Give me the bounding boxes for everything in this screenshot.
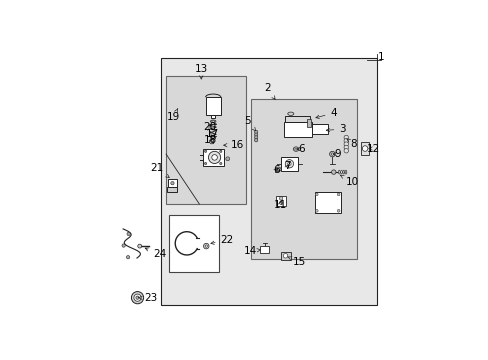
Text: 1: 1 bbox=[377, 52, 384, 62]
Text: 7: 7 bbox=[284, 161, 290, 171]
Text: 21: 21 bbox=[150, 163, 169, 177]
Circle shape bbox=[170, 181, 174, 185]
Ellipse shape bbox=[345, 170, 346, 174]
Circle shape bbox=[344, 142, 348, 146]
Text: 20: 20 bbox=[203, 122, 216, 132]
Ellipse shape bbox=[210, 120, 216, 123]
Bar bbox=[311, 124, 327, 134]
Circle shape bbox=[362, 146, 367, 151]
Ellipse shape bbox=[338, 170, 340, 174]
Circle shape bbox=[283, 253, 287, 258]
Ellipse shape bbox=[211, 121, 214, 122]
Ellipse shape bbox=[340, 170, 342, 174]
Circle shape bbox=[209, 139, 214, 144]
Ellipse shape bbox=[210, 137, 215, 139]
Circle shape bbox=[337, 210, 339, 212]
Circle shape bbox=[344, 135, 348, 140]
Circle shape bbox=[204, 150, 206, 152]
Text: 14: 14 bbox=[243, 246, 260, 256]
Ellipse shape bbox=[277, 168, 279, 170]
Text: 24: 24 bbox=[145, 248, 166, 260]
Circle shape bbox=[254, 130, 257, 134]
Circle shape bbox=[344, 149, 348, 153]
Circle shape bbox=[315, 210, 318, 212]
Circle shape bbox=[287, 162, 290, 166]
Circle shape bbox=[331, 170, 335, 174]
Bar bbox=[168, 179, 176, 187]
Circle shape bbox=[134, 294, 141, 301]
Text: 23: 23 bbox=[138, 293, 157, 303]
Bar bbox=[203, 149, 223, 166]
Circle shape bbox=[219, 150, 222, 152]
Circle shape bbox=[315, 193, 318, 196]
Text: 17: 17 bbox=[205, 129, 219, 139]
Circle shape bbox=[219, 162, 222, 165]
Bar bbox=[168, 215, 218, 272]
Circle shape bbox=[329, 151, 334, 157]
Circle shape bbox=[344, 145, 348, 150]
Text: 12: 12 bbox=[366, 144, 380, 153]
Circle shape bbox=[330, 153, 333, 155]
Circle shape bbox=[254, 136, 257, 139]
Bar bbox=[285, 116, 309, 122]
Circle shape bbox=[126, 256, 129, 259]
Circle shape bbox=[337, 193, 339, 196]
Circle shape bbox=[138, 244, 142, 248]
Text: 2: 2 bbox=[264, 83, 275, 99]
Text: 19: 19 bbox=[166, 109, 180, 122]
Bar bbox=[260, 246, 269, 253]
Ellipse shape bbox=[275, 167, 281, 172]
Circle shape bbox=[279, 197, 282, 200]
Text: 10: 10 bbox=[340, 175, 358, 187]
Bar bbox=[250, 99, 357, 260]
Circle shape bbox=[211, 155, 217, 160]
Circle shape bbox=[122, 244, 125, 247]
Text: 4: 4 bbox=[315, 108, 336, 118]
Bar bbox=[307, 119, 310, 127]
Ellipse shape bbox=[287, 112, 293, 116]
Text: 15: 15 bbox=[287, 257, 305, 267]
Ellipse shape bbox=[294, 148, 297, 150]
Circle shape bbox=[205, 245, 207, 247]
Circle shape bbox=[279, 201, 282, 204]
Text: 13: 13 bbox=[194, 64, 207, 79]
Text: 5: 5 bbox=[244, 116, 255, 131]
Circle shape bbox=[285, 159, 293, 168]
Ellipse shape bbox=[342, 170, 344, 174]
Circle shape bbox=[136, 296, 139, 299]
Circle shape bbox=[225, 157, 229, 161]
Text: 3: 3 bbox=[325, 124, 345, 134]
Bar bbox=[284, 122, 311, 137]
Circle shape bbox=[254, 133, 257, 136]
Bar bbox=[314, 192, 340, 213]
Bar bbox=[281, 157, 297, 171]
Circle shape bbox=[254, 139, 257, 142]
Text: 8: 8 bbox=[346, 139, 356, 149]
Circle shape bbox=[131, 292, 143, 304]
Circle shape bbox=[127, 232, 130, 235]
Text: 18: 18 bbox=[203, 135, 216, 145]
Text: 6: 6 bbox=[273, 165, 280, 175]
Bar bbox=[167, 187, 177, 192]
Bar bbox=[276, 195, 285, 206]
Circle shape bbox=[208, 151, 220, 163]
Text: 16: 16 bbox=[223, 140, 244, 150]
Text: 22: 22 bbox=[210, 235, 233, 245]
Text: 11: 11 bbox=[273, 201, 286, 210]
Bar bbox=[160, 58, 376, 305]
Circle shape bbox=[344, 139, 348, 143]
Bar bbox=[166, 76, 246, 204]
Bar bbox=[280, 252, 290, 260]
Bar bbox=[205, 96, 221, 114]
Text: 9: 9 bbox=[332, 149, 341, 159]
Ellipse shape bbox=[293, 147, 298, 151]
Circle shape bbox=[203, 243, 208, 249]
Circle shape bbox=[204, 162, 206, 165]
Bar bbox=[361, 141, 368, 156]
Text: 6: 6 bbox=[296, 144, 305, 154]
Bar bbox=[210, 114, 215, 118]
